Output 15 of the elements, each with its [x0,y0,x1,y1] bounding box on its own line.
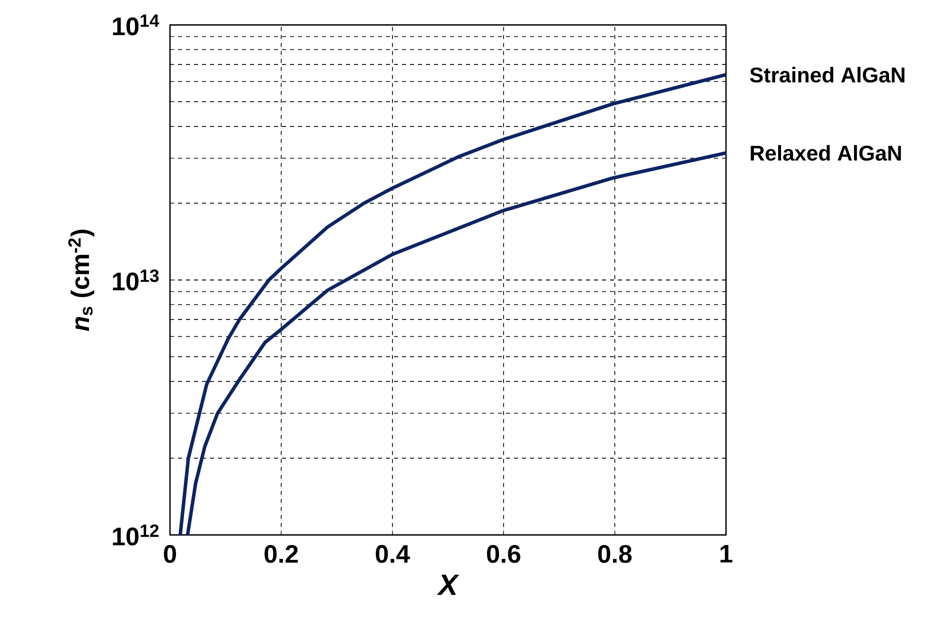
y-tick-label: 10$^{12}$ [112,524,159,546]
y-tick-label: 10$^{14}$ [112,14,160,36]
line-series [186,151,728,537]
x-axis-title: X [436,574,460,595]
x-tick-label: 1 [720,545,732,562]
x-tick-label: 0.6 [487,544,520,563]
x-tick-label: 0 [164,544,176,563]
line-series [178,72,728,537]
x-tick-label: 0.8 [598,544,632,563]
x-tick-label: 0.2 [264,544,298,563]
x-tick-label: 0.4 [376,544,410,563]
y-tick-label: 10$^{13}$ [112,269,159,290]
y-axis-title: n$_{s}$ (cm$^{-2}$) [68,230,94,331]
series-label: Strained AlGaN [750,66,904,83]
series-label: Relaxed AlGaN [750,145,901,161]
